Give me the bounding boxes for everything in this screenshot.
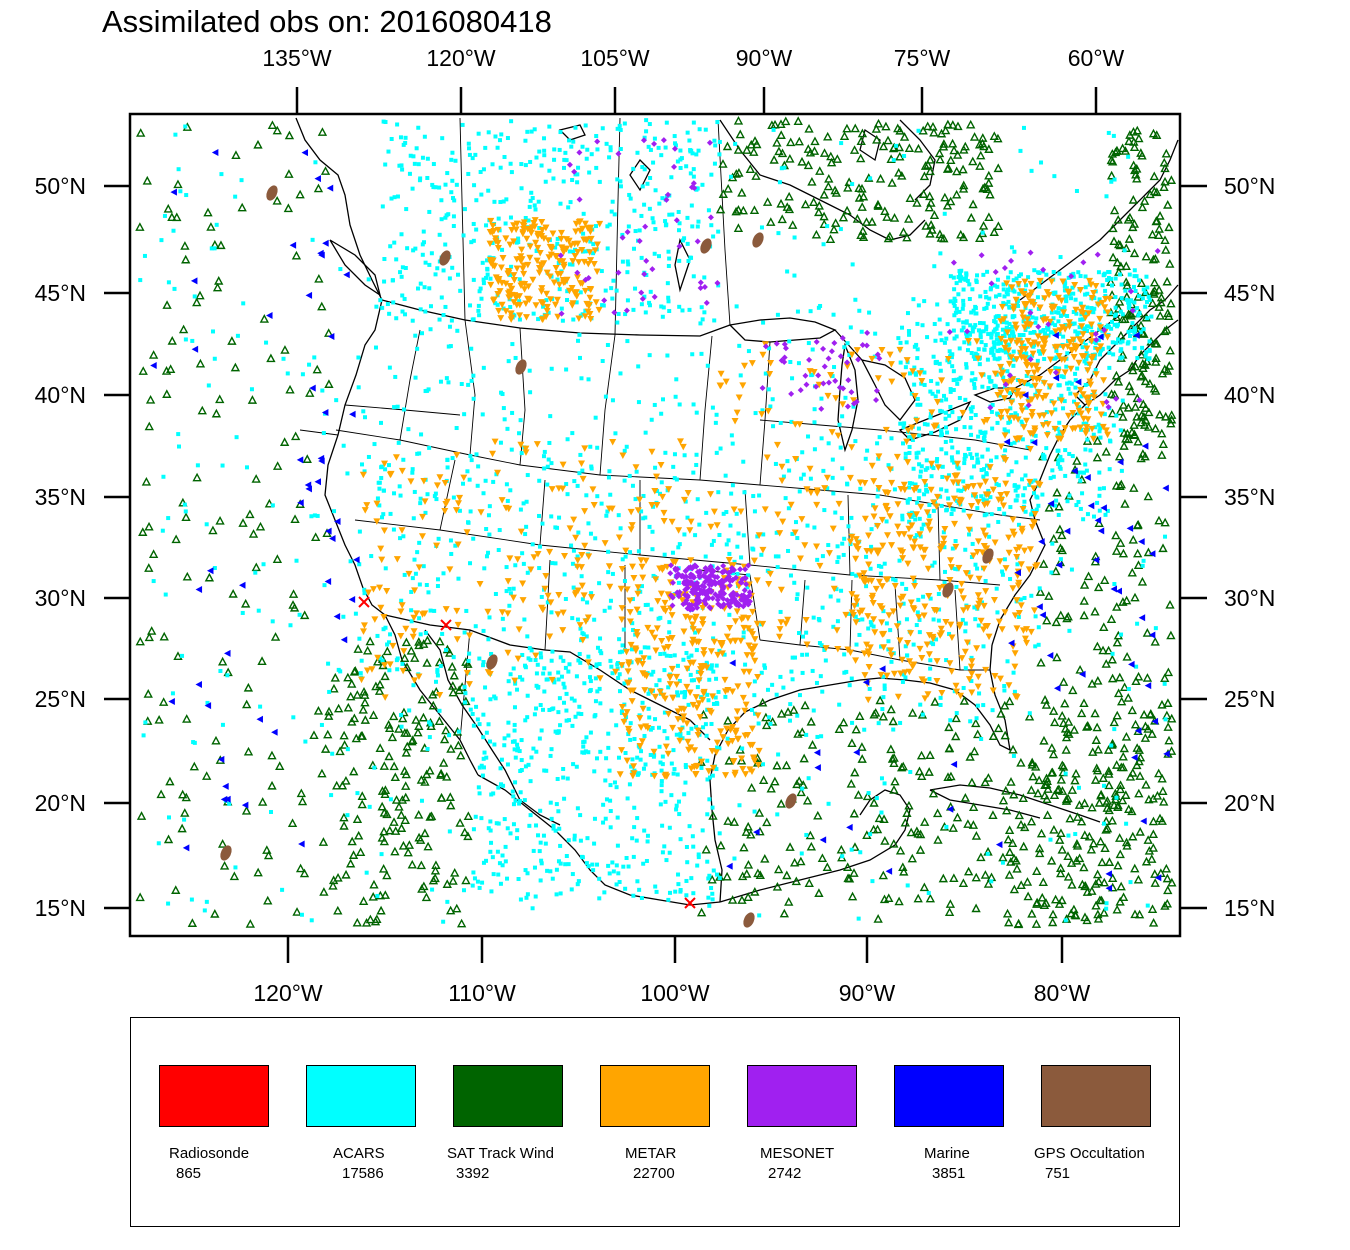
- yucatan-coast: [719, 789, 911, 903]
- left-lat-label: 40°N: [35, 382, 86, 408]
- hudson-bay-coast: [719, 119, 936, 241]
- us-mexico-border: [384, 614, 711, 741]
- legend-count: 3392: [456, 1165, 490, 1182]
- legend-count: 3851: [932, 1165, 966, 1182]
- bottom-longitude-ticks: 120°W 110°W 100°W 90°W 80°W: [253, 937, 1091, 1006]
- legend-count: 17586: [342, 1165, 384, 1182]
- legend-item-marine: Marine 3851: [894, 1018, 1024, 1228]
- top-lon-label: 75°W: [894, 45, 951, 71]
- right-lat-label: 25°N: [1224, 686, 1275, 712]
- right-lat-label: 45°N: [1224, 280, 1275, 306]
- observation-markers: [135, 115, 1177, 929]
- top-lon-label: 60°W: [1068, 45, 1125, 71]
- left-lat-label: 25°N: [35, 686, 86, 712]
- map-plot-area: [128, 112, 1182, 938]
- legend-label: GPS Occultation: [1034, 1145, 1145, 1162]
- bottom-lon-label: 90°W: [839, 980, 896, 1006]
- legend-label: MESONET: [760, 1145, 835, 1162]
- mesonet-swatch: [747, 1065, 857, 1127]
- bottom-lon-label: 120°W: [253, 980, 323, 1006]
- right-lat-label: 35°N: [1224, 484, 1275, 510]
- legend-item-gps-occultation: GPS Occultation 751: [1034, 1018, 1171, 1228]
- top-lon-label: 135°W: [262, 45, 332, 71]
- lake-michigan: [837, 342, 859, 453]
- pacific-coastline: [295, 117, 386, 616]
- top-lon-label: 90°W: [736, 45, 793, 71]
- legend-label: ACARS: [333, 1145, 385, 1162]
- top-lon-label: 105°W: [580, 45, 650, 71]
- legend-item-radiosonde: Radiosonde 865: [159, 1018, 289, 1228]
- right-lat-label: 15°N: [1224, 895, 1275, 921]
- map-frame: [128, 112, 1182, 938]
- left-lat-label: 50°N: [35, 173, 86, 199]
- legend-label: Marine: [924, 1145, 970, 1162]
- metar-swatch: [600, 1065, 710, 1127]
- lake-superior: [728, 317, 837, 343]
- left-lat-label: 20°N: [35, 790, 86, 816]
- radiosonde-swatch: [159, 1065, 269, 1127]
- sat-track-wind-swatch: [453, 1065, 563, 1127]
- bottom-lon-label: 110°W: [448, 980, 516, 1006]
- top-lon-label: 120°W: [426, 45, 496, 71]
- legend-item-sat-track-wind: SAT Track Wind 3392: [447, 1018, 583, 1228]
- legend-count: 751: [1045, 1165, 1071, 1182]
- legend: Radiosonde 865 ACARS 17586 SAT Track Win…: [130, 1017, 1180, 1227]
- legend-item-mesonet: MESONET 2742: [747, 1018, 877, 1228]
- legend-label: SAT Track Wind: [447, 1145, 554, 1162]
- northern-lakes: [558, 124, 881, 293]
- left-lat-label: 45°N: [35, 280, 86, 306]
- left-lat-label: 15°N: [35, 895, 86, 921]
- latitude-ticks: 50°N 50°N 45°N 45°N 40°N 40°N 35°N 35°N 30°N 30°N…: [35, 173, 1276, 921]
- legend-count: 865: [176, 1165, 202, 1182]
- gulf-coastline: [709, 644, 1011, 903]
- legend-item-metar: METAR 22700: [600, 1018, 730, 1228]
- vancouver-island: [329, 239, 382, 297]
- right-lat-label: 20°N: [1224, 790, 1275, 816]
- right-lat-label: 50°N: [1224, 173, 1275, 199]
- legend-label: METAR: [625, 1145, 677, 1162]
- legend-item-acars: ACARS 17586: [306, 1018, 436, 1228]
- marine-swatch: [894, 1065, 1004, 1127]
- legend-count: 22700: [633, 1165, 675, 1182]
- left-lat-label: 35°N: [35, 484, 86, 510]
- gps-occultation-swatch: [1041, 1065, 1151, 1127]
- right-lat-label: 40°N: [1224, 382, 1275, 408]
- bottom-lon-label: 80°W: [1034, 980, 1091, 1006]
- right-lat-label: 30°N: [1224, 585, 1275, 611]
- acars-swatch: [306, 1065, 416, 1127]
- map-title: Assimilated obs on: 2016080418: [102, 4, 552, 39]
- top-longitude-ticks: 135°W 120°W 105°W 90°W 75°W 60°W: [262, 45, 1125, 113]
- legend-count: 2742: [768, 1165, 802, 1182]
- bottom-lon-label: 100°W: [640, 980, 710, 1006]
- observation-map: 135°W 120°W 105°W 90°W 75°W 60°W 120°W 110°W 10…: [35, 45, 1276, 1006]
- legend-label: Radiosonde: [169, 1145, 250, 1162]
- left-lat-label: 30°N: [35, 585, 86, 611]
